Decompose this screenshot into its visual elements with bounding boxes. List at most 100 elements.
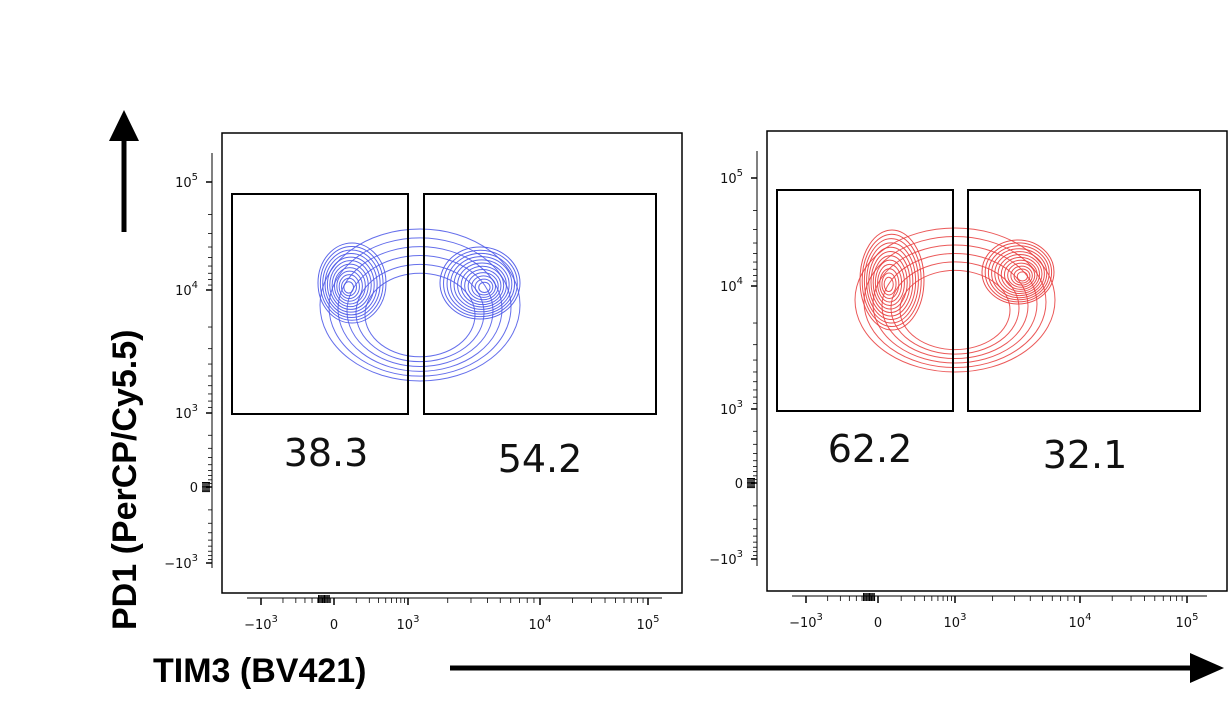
flow-plot-panel-blue: 38.3 54.2 −103 0 103 104 105 105 104 103 0 −103 <box>164 132 683 633</box>
contour-population-line <box>343 281 355 294</box>
contour-population-line <box>870 251 911 313</box>
contour-envelope-line <box>863 235 1047 369</box>
y-axis-arrow <box>109 110 139 232</box>
x-axis-event <box>326 595 328 603</box>
x-axis-event <box>873 593 875 601</box>
y-axis-event <box>747 487 755 489</box>
x-axis-event <box>867 593 869 601</box>
y-tick-label: 104 <box>720 276 743 295</box>
contour-population-line <box>981 239 1055 305</box>
contour-population-line <box>464 268 502 303</box>
x-axis-event <box>865 593 867 601</box>
contour-population-line <box>863 238 919 324</box>
gate-percentage: 54.2 <box>498 437 583 481</box>
x-tick-label: 0 <box>330 618 338 633</box>
contour-population-line <box>329 260 372 310</box>
gate-pd1-tim3- <box>776 189 954 412</box>
gate-pd1-tim3- <box>423 193 657 415</box>
y-tick-label: 0 <box>190 481 198 496</box>
y-tick-label: 103 <box>720 399 743 418</box>
y-tick-label: 0 <box>735 477 743 492</box>
contour-population-line <box>991 248 1048 299</box>
x-axis-event <box>320 595 322 603</box>
contour-population-line <box>881 272 897 296</box>
x-axis-event <box>322 595 324 603</box>
gate-percentage: 38.3 <box>284 431 369 475</box>
y-axis-event <box>202 482 210 483</box>
contour-population-line <box>324 253 378 316</box>
contour-population-line <box>879 268 900 300</box>
y-axis-ticks: 105 104 103 0 −103 <box>164 153 213 572</box>
x-axis-event <box>863 593 864 601</box>
contour-population-line <box>1000 256 1041 292</box>
contour-population-line <box>467 272 499 301</box>
x-axis-ticks: −103 0 103 104 105 <box>244 595 662 633</box>
x-axis-ticks: −103 0 103 104 105 <box>789 593 1207 631</box>
contour-population-line <box>319 246 384 321</box>
contour-population-line <box>446 252 516 315</box>
x-tick-label: 0 <box>874 616 882 631</box>
x-tick-label: 105 <box>1176 612 1199 631</box>
contour-envelope-line <box>854 227 1056 373</box>
y-axis-title: PD1 (PerCP/Cy5.5) <box>106 330 144 630</box>
x-axis-event <box>872 593 874 601</box>
contour-population-line <box>478 281 491 294</box>
y-tick-label: −103 <box>164 553 198 572</box>
x-tick-label: 104 <box>1069 612 1092 631</box>
contour-population-line <box>984 242 1053 303</box>
gate-pd1-tim3- <box>967 189 1201 412</box>
contour-population-line <box>1007 262 1036 288</box>
y-axis-event <box>747 481 755 483</box>
y-axis-event <box>202 489 210 491</box>
contour-population-line <box>331 263 369 308</box>
contour-envelope-line <box>364 272 476 358</box>
y-tick-label: 103 <box>175 403 198 422</box>
contour-envelope-line <box>890 261 1020 355</box>
x-tick-label: −103 <box>789 612 823 631</box>
contour-population-line <box>997 253 1043 295</box>
x-axis-event <box>869 593 870 601</box>
contour-population-line <box>994 251 1045 297</box>
x-tick-label: 105 <box>637 614 660 633</box>
y-axis-event <box>202 491 210 493</box>
x-axis-event <box>321 595 323 603</box>
contour-population-line <box>861 233 922 327</box>
contour-population-line <box>1003 259 1038 290</box>
y-tick-label: 104 <box>175 280 198 299</box>
y-axis-event <box>202 487 210 489</box>
y-tick-label: −103 <box>709 549 743 568</box>
contour-population-line <box>877 263 903 303</box>
contour-population-line <box>874 259 905 306</box>
contour-population-line <box>471 275 497 298</box>
contour-population-line <box>322 249 381 319</box>
y-axis-event <box>747 478 755 479</box>
contour-population-line <box>868 246 914 317</box>
x-axis-event <box>319 595 321 603</box>
x-axis-event <box>328 595 330 603</box>
contour-envelope-line <box>328 237 512 377</box>
contour-lines <box>317 228 521 382</box>
contour-population-line <box>987 245 1050 301</box>
y-axis-event <box>747 479 755 481</box>
x-axis-event <box>870 593 872 601</box>
contour-population-line <box>872 255 908 310</box>
contour-population-line <box>1013 268 1031 284</box>
contour-population-line <box>317 242 387 324</box>
y-axis-event <box>747 480 755 482</box>
y-tick-label: 105 <box>175 172 198 191</box>
gate-pd1-tim3- <box>231 193 409 415</box>
y-axis-event <box>202 483 210 485</box>
y-tick-label: 105 <box>720 168 743 187</box>
contour-envelope-line <box>872 244 1038 364</box>
x-tick-label: 104 <box>529 614 552 633</box>
contour-lines <box>854 227 1056 373</box>
contour-population-line <box>1010 265 1033 286</box>
x-tick-label: 103 <box>944 612 967 631</box>
contour-envelope-line <box>355 263 485 363</box>
contour-population-line <box>341 277 357 297</box>
x-axis-event <box>324 595 325 603</box>
gate-percentage: 62.2 <box>828 427 913 471</box>
x-axis-arrow <box>450 653 1224 683</box>
contour-population-line <box>1016 271 1029 282</box>
